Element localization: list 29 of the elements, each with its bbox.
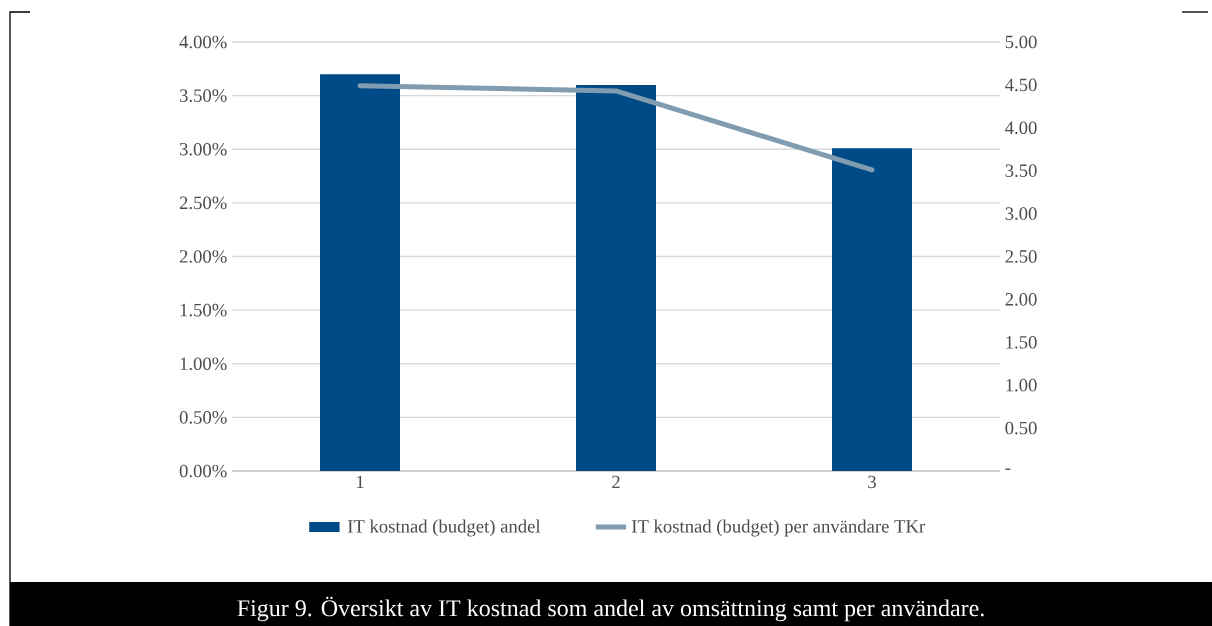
- y-tick-label: 1.50%: [180, 303, 227, 317]
- y-tick-label: 4.00%: [179, 35, 227, 49]
- y2-tick-label: 4.50: [1005, 78, 1037, 92]
- y-tick-label: 1.00%: [180, 357, 227, 371]
- y2-tick-label: 2.50: [1005, 250, 1037, 263]
- y2-tick-label: 2.00: [1005, 293, 1037, 306]
- y-tick-label: 3.00%: [179, 142, 227, 156]
- bar: [576, 84, 657, 471]
- y2-tick-label: 4.00: [1005, 121, 1037, 135]
- text: Figur 9. Översikt av IT kostnad som andel av omsättning samt per användare.: [237, 596, 984, 622]
- y2-tick-label: -: [1005, 468, 1011, 470]
- bar: [832, 148, 913, 471]
- x-tick-label: 2: [612, 475, 620, 489]
- y-tick-label: 2.00%: [179, 250, 227, 263]
- y2-tick-label: 5.00: [1005, 35, 1037, 49]
- legend-label: IT kostnad (budget) per användare TKr: [631, 519, 926, 537]
- y-tick-label: 3.50%: [179, 89, 227, 102]
- legend-label: IT kostnad (budget) andel: [347, 519, 541, 537]
- y2-tick-label: 1.50: [1006, 335, 1037, 349]
- x-tick-label: 1: [356, 475, 364, 489]
- y2-tick-label: 1.00: [1006, 378, 1037, 392]
- y-tick-label: 0.50%: [179, 411, 227, 424]
- y2-tick-label: 3.00: [1005, 207, 1037, 220]
- x-tick-label: 3: [868, 475, 876, 489]
- y2-tick-label: 3.50: [1005, 164, 1037, 178]
- y-tick-label: 0.00%: [179, 464, 227, 478]
- bar: [320, 74, 401, 471]
- y-tick-label: 2.50%: [179, 196, 227, 210]
- y2-tick-label: 0.50: [1005, 421, 1037, 435]
